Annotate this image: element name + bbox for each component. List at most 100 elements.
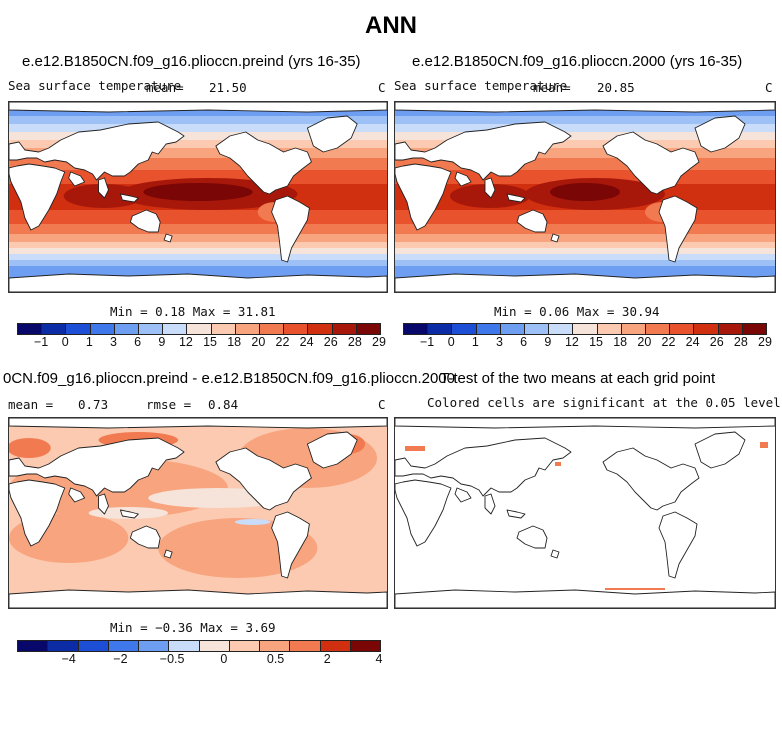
colorbar-tick-label: 0 xyxy=(61,335,69,349)
colorbar-tick-label: 9 xyxy=(158,335,166,349)
sst-band xyxy=(9,140,387,148)
colorbar-tick-label: 1 xyxy=(471,335,479,349)
sst-band xyxy=(395,260,775,266)
colorbar-swatch xyxy=(114,324,140,334)
colorbar-swatch xyxy=(320,641,351,651)
colorbar-tick-label: 3 xyxy=(496,335,504,349)
colorbar-tick-label: 18 xyxy=(227,335,242,349)
colorbar-swatch xyxy=(742,324,767,334)
significant-cell xyxy=(760,442,768,448)
colorbar-tick-label: 0 xyxy=(220,652,228,666)
colorbar-tick-label: 28 xyxy=(733,335,748,349)
colorbar-tick-label: 26 xyxy=(323,335,338,349)
colorbar-swatch xyxy=(235,324,261,334)
panel1-title: e.e12.B1850CN.f09_g16.plioccn.preind (yr… xyxy=(22,53,361,70)
panel2-title: e.e12.B1850CN.f09_g16.plioccn.2000 (yrs … xyxy=(412,53,743,70)
panel3-rmse-label: rmse = xyxy=(146,397,192,412)
sst-band xyxy=(395,234,775,242)
panel2-colorbar xyxy=(403,323,767,335)
significant-cell xyxy=(555,462,561,466)
colorbar-swatch xyxy=(90,324,115,334)
colorbar-swatch xyxy=(284,324,309,334)
panel3-mean-value: 0.73 xyxy=(78,397,109,412)
coastline xyxy=(484,493,496,515)
colorbar-tick-label: 4 xyxy=(375,652,383,666)
diff-negative xyxy=(234,519,271,525)
coastline xyxy=(602,447,700,511)
panel1-minmax: Min = 0.18 Max = 31.81 xyxy=(110,304,276,319)
panel4-title: T-test of the two means at each grid poi… xyxy=(440,370,716,387)
continents xyxy=(395,102,775,292)
colorbar-swatch xyxy=(169,641,200,651)
colorbar-tick-label: 2 xyxy=(323,652,331,666)
coastline xyxy=(484,177,496,199)
coastline xyxy=(550,233,560,243)
coastline xyxy=(395,589,775,608)
coastline xyxy=(163,549,173,559)
colorbar-tick-label: 29 xyxy=(758,335,772,349)
colorbar-swatch xyxy=(332,324,357,334)
colorbar-swatch xyxy=(718,324,743,334)
colorbar-swatch xyxy=(404,324,429,334)
colorbar-swatch xyxy=(187,324,212,334)
sst-band xyxy=(395,242,775,248)
coastline xyxy=(9,589,387,608)
coastline xyxy=(694,115,746,153)
coastline xyxy=(395,273,775,292)
coastline xyxy=(395,437,572,497)
colorbar-tick-label: 12 xyxy=(178,335,193,349)
colorbar-swatch xyxy=(139,641,170,651)
panel3-title: 0CN.f09_g16.plioccn.preind - e.e12.B1850… xyxy=(3,370,455,387)
sst-band xyxy=(9,248,387,254)
colorbar-swatch xyxy=(211,324,236,334)
colorbar-tick-label: 22 xyxy=(661,335,676,349)
coastline xyxy=(506,509,526,519)
panel1-mean-label: mean= xyxy=(146,80,184,95)
panel2-units: C xyxy=(765,80,773,95)
coastline xyxy=(9,121,185,181)
colorbar-swatch xyxy=(308,324,333,334)
panel1-map xyxy=(8,101,388,293)
coastline xyxy=(9,102,387,113)
colorbar-tick-label: 15 xyxy=(203,335,218,349)
warm-core xyxy=(550,183,620,201)
sst-band xyxy=(9,148,387,158)
coastline xyxy=(163,233,173,243)
coastline xyxy=(658,511,698,579)
sst-band xyxy=(9,124,387,132)
sst-band xyxy=(395,148,775,158)
map-canvas xyxy=(9,102,387,292)
sst-band xyxy=(9,224,387,234)
panel3-map xyxy=(8,417,388,609)
map-canvas xyxy=(395,102,775,292)
coastline xyxy=(68,171,86,187)
coastline xyxy=(306,115,358,153)
colorbar-swatch xyxy=(356,324,381,334)
colorbar-tick-label: 24 xyxy=(299,335,314,349)
colorbar-tick-label: −4 xyxy=(61,652,76,666)
coastline xyxy=(98,177,109,199)
coastline xyxy=(395,418,775,429)
sst-band xyxy=(395,124,775,132)
colorbar-swatch xyxy=(549,324,574,334)
coastline xyxy=(395,479,452,547)
colorbar-swatch xyxy=(350,641,380,651)
panel3-units: C xyxy=(378,397,386,412)
colorbar-swatch xyxy=(18,324,43,334)
colorbar-swatch xyxy=(621,324,647,334)
coastline xyxy=(395,102,775,113)
panel2-map xyxy=(394,101,776,293)
colorbar-swatch xyxy=(78,641,109,651)
colorbar-swatch xyxy=(260,641,291,651)
colorbar-tick-label: 9 xyxy=(544,335,552,349)
coastline xyxy=(129,209,161,233)
coastline xyxy=(9,273,387,292)
colorbar-tick-label: 0 xyxy=(447,335,455,349)
panel4-map xyxy=(394,417,776,609)
colorbar-tick-label: 15 xyxy=(589,335,604,349)
coastline xyxy=(68,487,86,503)
colorbar-tick-label: −2 xyxy=(113,652,128,666)
colorbar-tick-label: 28 xyxy=(347,335,362,349)
colorbar-tick-label: 20 xyxy=(251,335,266,349)
panel1-colorbar xyxy=(17,323,381,335)
